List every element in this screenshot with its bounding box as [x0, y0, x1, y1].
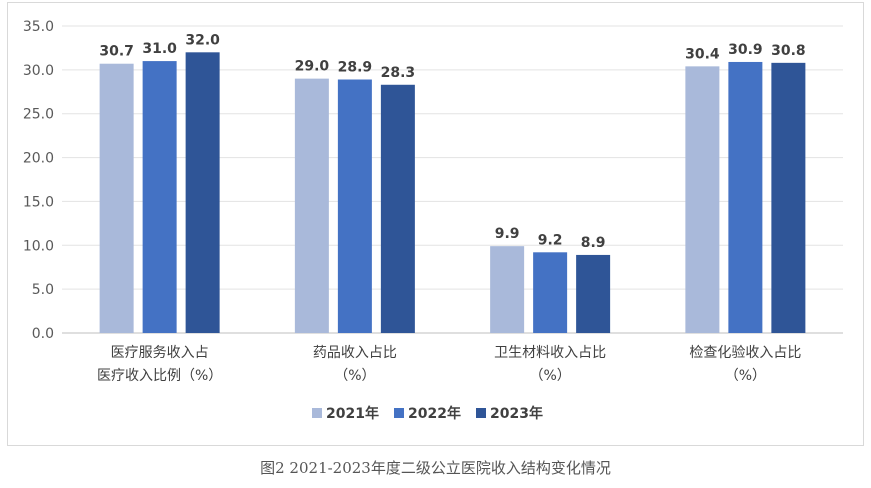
- category-label: 医疗服务收入占: [111, 345, 209, 361]
- category-label: 医疗收入比例（%）: [97, 368, 222, 384]
- legend-label: 2021年: [326, 405, 379, 422]
- y-tick-label: 10.0: [23, 238, 54, 254]
- data-label: 30.9: [728, 42, 763, 58]
- y-tick-label: 5.0: [32, 282, 54, 298]
- data-label: 8.9: [581, 235, 606, 251]
- bar: [294, 78, 329, 333]
- y-tick-label: 25.0: [23, 107, 54, 123]
- legend-label: 2023年: [490, 405, 543, 422]
- y-tick-label: 35.0: [23, 19, 54, 35]
- legend-swatch: [394, 408, 404, 418]
- data-label: 30.4: [685, 46, 720, 62]
- category-label: 检查化验收入占比: [689, 345, 801, 361]
- bar: [142, 61, 177, 333]
- category-label: （%）: [725, 368, 766, 384]
- category-label: 卫生材料收入占比: [494, 345, 606, 361]
- bar: [490, 246, 525, 333]
- bar: [337, 79, 372, 334]
- bar: [576, 254, 611, 333]
- chart-frame: 0.0 5.0 10.0 15.0 20.0 25.0 30.0 35.0 30.7 31.0 32…: [7, 2, 864, 446]
- legend-label: 2022年: [408, 405, 461, 422]
- data-label: 9.9: [495, 226, 520, 242]
- data-label: 29.0: [295, 59, 330, 75]
- y-tick-label: 0.0: [32, 326, 54, 342]
- bar: [728, 61, 763, 333]
- legend-swatch: [476, 408, 486, 418]
- bar: [533, 252, 568, 333]
- data-label: 32.0: [185, 32, 220, 48]
- data-label: 31.0: [142, 41, 177, 57]
- bar-chart: 0.0 5.0 10.0 15.0 20.0 25.0 30.0 35.0 30.7 31.0 32…: [23, 19, 843, 422]
- data-label: 30.7: [99, 44, 134, 60]
- data-label: 30.8: [771, 43, 806, 59]
- y-tick-label: 20.0: [23, 151, 54, 167]
- bar: [99, 63, 134, 334]
- data-label: 28.9: [338, 60, 373, 76]
- data-label: 28.3: [381, 65, 416, 81]
- bar: [185, 52, 220, 334]
- figure-caption: 图2 2021-2023年度二级公立医院收入结构变化情况: [260, 459, 611, 477]
- category-label: （%）: [529, 368, 570, 384]
- y-tick-label: 30.0: [23, 63, 54, 79]
- category-label: 药品收入占比: [313, 345, 397, 361]
- category-label: （%）: [334, 368, 375, 384]
- legend-swatch: [312, 408, 322, 418]
- bar: [685, 66, 720, 333]
- bar: [771, 62, 806, 334]
- data-label: 9.2: [538, 232, 563, 248]
- y-tick-label: 15.0: [23, 194, 54, 210]
- bar: [380, 84, 415, 333]
